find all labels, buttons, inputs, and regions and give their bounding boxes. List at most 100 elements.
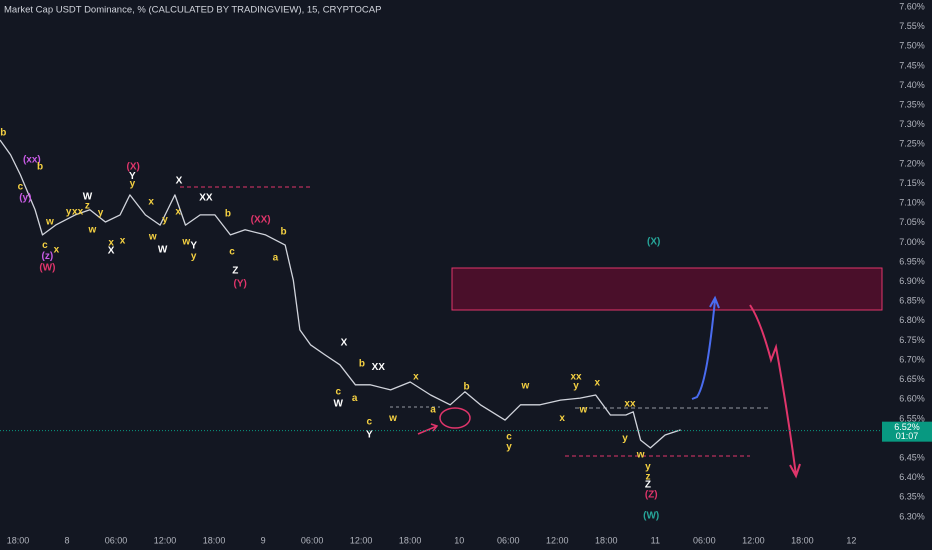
wave-label: Y bbox=[190, 241, 197, 252]
y-tick-label: 7.15% bbox=[899, 178, 925, 188]
x-tick-label: 12:00 bbox=[546, 535, 569, 545]
y-tick-label: 7.30% bbox=[899, 119, 925, 129]
wave-label: y bbox=[98, 208, 104, 219]
wave-label: (Y) bbox=[234, 279, 247, 290]
x-tick-label: 12:00 bbox=[742, 535, 765, 545]
last-price-box bbox=[882, 421, 932, 442]
wave-label: X bbox=[176, 175, 183, 186]
wave-label: x bbox=[120, 235, 126, 246]
y-tick-label: 6.80% bbox=[899, 315, 925, 325]
wave-label: w bbox=[45, 217, 54, 228]
wave-label: b bbox=[37, 162, 43, 173]
drawings bbox=[180, 186, 883, 479]
wave-label: Z bbox=[645, 479, 651, 490]
x-tick-label: 12 bbox=[846, 535, 856, 545]
wave-label: b bbox=[464, 381, 470, 392]
wave-label: w bbox=[520, 381, 529, 392]
wave-label: c bbox=[18, 182, 24, 193]
projection-down bbox=[749, 304, 801, 479]
y-tick-label: 6.95% bbox=[899, 256, 925, 266]
y-tick-label: 7.60% bbox=[899, 1, 925, 11]
wave-label: x bbox=[175, 206, 181, 217]
countdown-label: 01:07 bbox=[896, 431, 919, 441]
y-tick-label: 7.50% bbox=[899, 41, 925, 51]
y-tick-label: 7.10% bbox=[899, 198, 925, 208]
wave-label: a bbox=[352, 393, 358, 404]
wave-label: xx bbox=[570, 372, 582, 383]
wave-label: (XX) bbox=[251, 215, 271, 226]
wave-label: W bbox=[158, 244, 168, 255]
wave-label: (W) bbox=[39, 263, 55, 274]
wave-label: y bbox=[162, 215, 168, 226]
wave-label: (X) bbox=[127, 162, 140, 173]
y-tick-label: 7.40% bbox=[899, 80, 925, 90]
wave-label: (xx) bbox=[23, 155, 41, 166]
wave-label: b bbox=[0, 128, 6, 139]
y-tick-label: 6.45% bbox=[899, 452, 925, 462]
wave-label: y bbox=[645, 461, 651, 472]
wave-label: y bbox=[506, 441, 512, 452]
wave-label: (X) bbox=[647, 237, 660, 248]
highlight-ellipse bbox=[439, 407, 471, 429]
y-tick-label: 7.45% bbox=[899, 60, 925, 70]
x-tick-label: 8 bbox=[64, 535, 69, 545]
wave-label: c bbox=[229, 246, 235, 257]
wave-label: x bbox=[148, 197, 154, 208]
x-tick-label: 10 bbox=[454, 535, 464, 545]
wave-label: y bbox=[130, 179, 136, 190]
wave-label: x bbox=[595, 377, 601, 388]
supply-zone bbox=[451, 267, 883, 311]
wave-label: w bbox=[181, 237, 190, 248]
price-line bbox=[0, 139, 681, 449]
wave-label: W bbox=[83, 192, 93, 203]
wave-label: xx bbox=[624, 399, 636, 410]
wave-label: w bbox=[579, 405, 588, 416]
x-tick-label: 06:00 bbox=[497, 535, 520, 545]
wave-label: Y bbox=[129, 171, 136, 182]
y-tick-label: 6.65% bbox=[899, 374, 925, 384]
wave-label: z bbox=[85, 201, 90, 212]
wave-label: w bbox=[388, 413, 397, 424]
wave-label: x bbox=[108, 237, 114, 248]
wave-label: XX bbox=[199, 193, 213, 204]
wave-label: x bbox=[413, 372, 419, 383]
x-tick-label: 06:00 bbox=[105, 535, 128, 545]
wave-label: (Z) bbox=[645, 490, 658, 501]
x-tick-label: 18:00 bbox=[203, 535, 226, 545]
wave-label: b bbox=[225, 208, 231, 219]
wave-label: Y bbox=[366, 430, 373, 441]
wave-label: y bbox=[191, 251, 197, 262]
x-tick-label: 11 bbox=[651, 535, 660, 545]
x-tick-label: 18:00 bbox=[7, 535, 30, 545]
y-tick-label: 7.35% bbox=[899, 99, 925, 109]
y-tick-label: 6.55% bbox=[899, 413, 925, 423]
x-tick-label: 18:00 bbox=[791, 535, 814, 545]
x-tick-label: 12:00 bbox=[154, 535, 177, 545]
y-tick-label: 6.40% bbox=[899, 472, 925, 482]
wave-label: z bbox=[645, 472, 650, 483]
last-price-label: 6.52% bbox=[894, 422, 920, 432]
wave-label: c bbox=[367, 417, 373, 428]
wave-label: c bbox=[506, 432, 512, 443]
wave-label: y bbox=[66, 206, 72, 217]
projection-up bbox=[691, 295, 720, 400]
chart-title: Market Cap USDT Dominance, % (CALCULATED… bbox=[4, 5, 381, 16]
y-tick-label: 7.05% bbox=[899, 217, 925, 227]
x-tick-label: 12:00 bbox=[350, 535, 373, 545]
wave-label: (W) bbox=[643, 510, 659, 521]
x-tick-label: 18:00 bbox=[595, 535, 618, 545]
y-tick-label: 7.20% bbox=[899, 158, 925, 168]
y-tick-label: 6.70% bbox=[899, 354, 925, 364]
y-tick-label: 6.85% bbox=[899, 296, 925, 306]
y-tick-label: 6.75% bbox=[899, 335, 925, 345]
wave-label: y bbox=[573, 381, 579, 392]
wave-label: y bbox=[622, 433, 628, 444]
wave-label: b bbox=[359, 359, 365, 370]
x-tick-label: 18:00 bbox=[399, 535, 422, 545]
wave-label: a bbox=[430, 405, 436, 416]
wave-label: c bbox=[42, 240, 48, 251]
y-tick-label: 6.90% bbox=[899, 276, 925, 286]
wave-label: xx bbox=[72, 206, 84, 217]
